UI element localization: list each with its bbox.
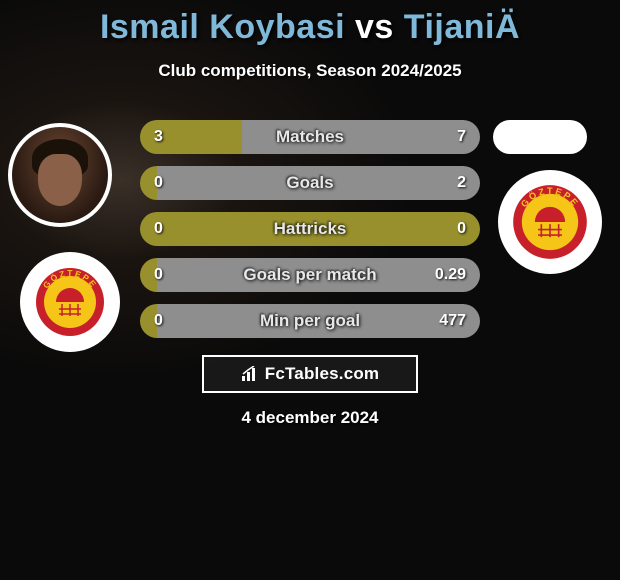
stat-bar-row: 3 Matches 7 bbox=[140, 120, 480, 154]
stat-value-right: 0 bbox=[457, 220, 466, 238]
goztepe-badge-icon: GÖZTEPE bbox=[511, 183, 589, 261]
player1-club-badge: GÖZTEPE bbox=[20, 252, 120, 352]
stat-bar-row: 0 Hattricks 0 bbox=[140, 212, 480, 246]
stat-bar-row: 0 Goals 2 bbox=[140, 166, 480, 200]
player1-avatar bbox=[8, 123, 112, 227]
stat-bar-row: 0 Goals per match 0.29 bbox=[140, 258, 480, 292]
vs-text: vs bbox=[355, 8, 394, 46]
footer-date: 4 december 2024 bbox=[241, 408, 378, 428]
player1-name: Ismail Koybasi bbox=[100, 8, 345, 46]
infographic-container: Ismail Koybasi vs TijaniÄ Club competiti… bbox=[0, 0, 620, 580]
stat-bars: 3 Matches 7 0 Goals 2 0 Hattricks 0 0 Goals per ma… bbox=[140, 120, 480, 350]
goztepe-badge-icon: GÖZTEPE bbox=[34, 266, 106, 338]
subtitle: Club competitions, Season 2024/2025 bbox=[0, 61, 620, 81]
stat-label: Hattricks bbox=[274, 219, 347, 239]
stat-value-right: 2 bbox=[457, 174, 466, 192]
stat-label: Matches bbox=[276, 127, 344, 147]
brand-box: FcTables.com bbox=[202, 355, 418, 393]
player2-club-badge: GÖZTEPE bbox=[498, 170, 602, 274]
stat-value-left: 0 bbox=[154, 312, 163, 330]
stat-bar-row: 0 Min per goal 477 bbox=[140, 304, 480, 338]
stat-label: Goals per match bbox=[243, 265, 376, 285]
player2-name: TijaniÄ bbox=[404, 8, 520, 46]
stat-label: Goals bbox=[286, 173, 333, 193]
stat-value-left: 0 bbox=[154, 220, 163, 238]
stat-label: Min per goal bbox=[260, 311, 360, 331]
page-title: Ismail Koybasi vs TijaniÄ bbox=[0, 0, 620, 47]
stat-value-left: 0 bbox=[154, 266, 163, 284]
brand-text: FcTables.com bbox=[265, 364, 380, 384]
stat-value-left: 3 bbox=[154, 128, 163, 146]
stat-value-right: 477 bbox=[439, 312, 466, 330]
stat-value-left: 0 bbox=[154, 174, 163, 192]
brand-chart-icon bbox=[241, 366, 259, 382]
player2-avatar-placeholder bbox=[493, 120, 587, 154]
stat-value-right: 7 bbox=[457, 128, 466, 146]
stat-value-right: 0.29 bbox=[435, 266, 466, 284]
